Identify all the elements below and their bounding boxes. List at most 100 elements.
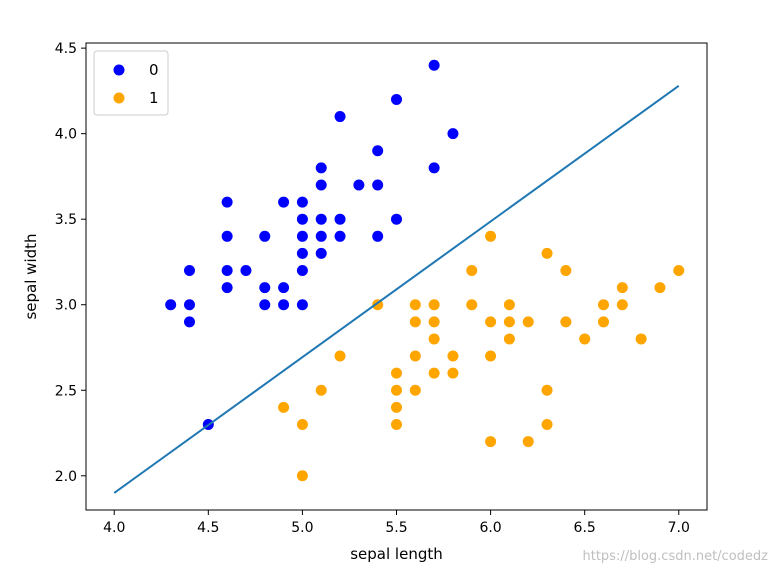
data-point-series-1 — [485, 316, 497, 328]
data-point-series-0 — [315, 230, 327, 242]
data-point-series-0 — [296, 196, 308, 208]
decision-boundary-line — [113, 84, 680, 494]
data-point-series-1 — [391, 384, 402, 396]
data-point-series-1 — [635, 333, 647, 345]
data-point-series-1 — [485, 230, 497, 242]
x-tick-label: 5.5 — [385, 520, 407, 536]
data-point-series-1 — [579, 333, 591, 345]
data-point-series-1 — [428, 299, 440, 311]
data-point-series-0 — [315, 213, 327, 225]
x-tick-label: 5.0 — [291, 520, 313, 536]
data-point-series-1 — [447, 350, 459, 362]
data-point-series-0 — [259, 299, 271, 311]
data-point-series-0 — [428, 162, 440, 174]
data-point-series-0 — [391, 213, 402, 225]
data-point-series-0 — [184, 299, 195, 311]
data-point-series-1 — [522, 436, 534, 448]
y-tick-label: 2.0 — [55, 469, 77, 485]
data-point-series-0 — [278, 299, 290, 311]
data-point-series-1 — [560, 265, 572, 277]
data-point-series-1 — [296, 418, 308, 430]
data-point-series-1 — [616, 299, 628, 311]
data-point-series-0 — [165, 299, 177, 311]
legend: 01 — [93, 50, 169, 116]
data-point-series-0 — [372, 179, 384, 191]
data-point-series-0 — [259, 282, 271, 294]
data-point-series-1 — [673, 265, 685, 277]
data-point-series-1 — [296, 470, 308, 482]
data-point-series-0 — [278, 196, 290, 208]
y-axis: 2.0 2.5 3.0 3.5 4.0 4.5 — [55, 41, 86, 485]
x-axis: 4.0 4.5 5.0 5.5 6.0 6.5 7.0 — [103, 510, 690, 536]
x-tick-label: 6.0 — [479, 520, 501, 536]
data-point-series-0 — [372, 230, 384, 242]
data-point-series-0 — [259, 230, 271, 242]
data-point-series-1 — [598, 316, 609, 328]
data-point-series-1 — [466, 299, 478, 311]
y-tick-label: 2.5 — [55, 383, 77, 399]
legend-label-0: 0 — [149, 61, 159, 79]
x-tick-label: 6.5 — [574, 520, 596, 536]
legend-marker-1 — [113, 92, 125, 104]
data-point-series-1 — [598, 299, 609, 311]
data-point-series-0 — [221, 282, 233, 294]
data-point-series-1 — [485, 436, 497, 448]
data-point-series-1 — [428, 333, 440, 345]
series-0 — [165, 59, 459, 430]
data-point-series-0 — [334, 213, 346, 225]
x-tick-label: 7.0 — [668, 520, 690, 536]
y-tick-label: 4.0 — [55, 127, 77, 143]
data-point-series-0 — [296, 299, 308, 311]
data-point-series-0 — [315, 162, 327, 174]
y-tick-label: 3.5 — [55, 212, 77, 228]
data-point-series-1 — [334, 350, 346, 362]
data-point-series-1 — [503, 299, 515, 311]
data-point-series-1 — [391, 401, 402, 413]
data-point-series-0 — [278, 282, 290, 294]
data-point-series-0 — [184, 265, 195, 277]
x-axis-title: sepal length — [350, 545, 443, 563]
data-point-series-0 — [334, 111, 346, 123]
data-point-series-0 — [296, 265, 308, 277]
data-point-series-1 — [278, 401, 290, 413]
series-1 — [278, 230, 685, 482]
data-point-series-1 — [428, 367, 440, 379]
data-point-series-0 — [447, 128, 459, 140]
data-point-series-1 — [409, 316, 421, 328]
y-axis-title: sepal width — [22, 233, 40, 319]
data-point-series-0 — [240, 265, 252, 277]
legend-marker-0 — [113, 64, 125, 76]
data-point-series-1 — [409, 384, 421, 396]
data-point-series-0 — [315, 179, 327, 191]
data-point-series-1 — [503, 333, 515, 345]
data-point-series-1 — [541, 247, 553, 259]
data-point-series-0 — [184, 316, 195, 328]
data-point-series-0 — [296, 247, 308, 259]
data-point-series-0 — [334, 230, 346, 242]
y-tick-label: 3.0 — [55, 298, 77, 314]
x-tick-label: 4.5 — [197, 520, 219, 536]
data-point-series-0 — [391, 93, 402, 105]
data-point-series-1 — [447, 367, 459, 379]
data-point-series-1 — [522, 316, 534, 328]
data-point-series-1 — [503, 316, 515, 328]
data-point-series-0 — [221, 196, 233, 208]
data-point-series-0 — [296, 213, 308, 225]
data-point-series-1 — [560, 316, 572, 328]
data-point-series-1 — [391, 418, 402, 430]
data-point-series-0 — [221, 265, 233, 277]
data-point-series-1 — [485, 350, 497, 362]
legend-label-1: 1 — [149, 89, 159, 107]
data-point-series-0 — [221, 230, 233, 242]
data-point-series-1 — [409, 299, 421, 311]
data-point-series-1 — [315, 384, 327, 396]
legend-box — [93, 50, 169, 116]
data-point-series-1 — [616, 282, 628, 294]
x-tick-label: 4.0 — [103, 520, 125, 536]
data-point-series-1 — [428, 316, 440, 328]
data-point-series-0 — [372, 145, 384, 157]
plot-layer — [113, 59, 685, 494]
data-point-series-0 — [315, 247, 327, 259]
watermark-text: https://blog.csdn.net/codedz — [583, 549, 769, 564]
